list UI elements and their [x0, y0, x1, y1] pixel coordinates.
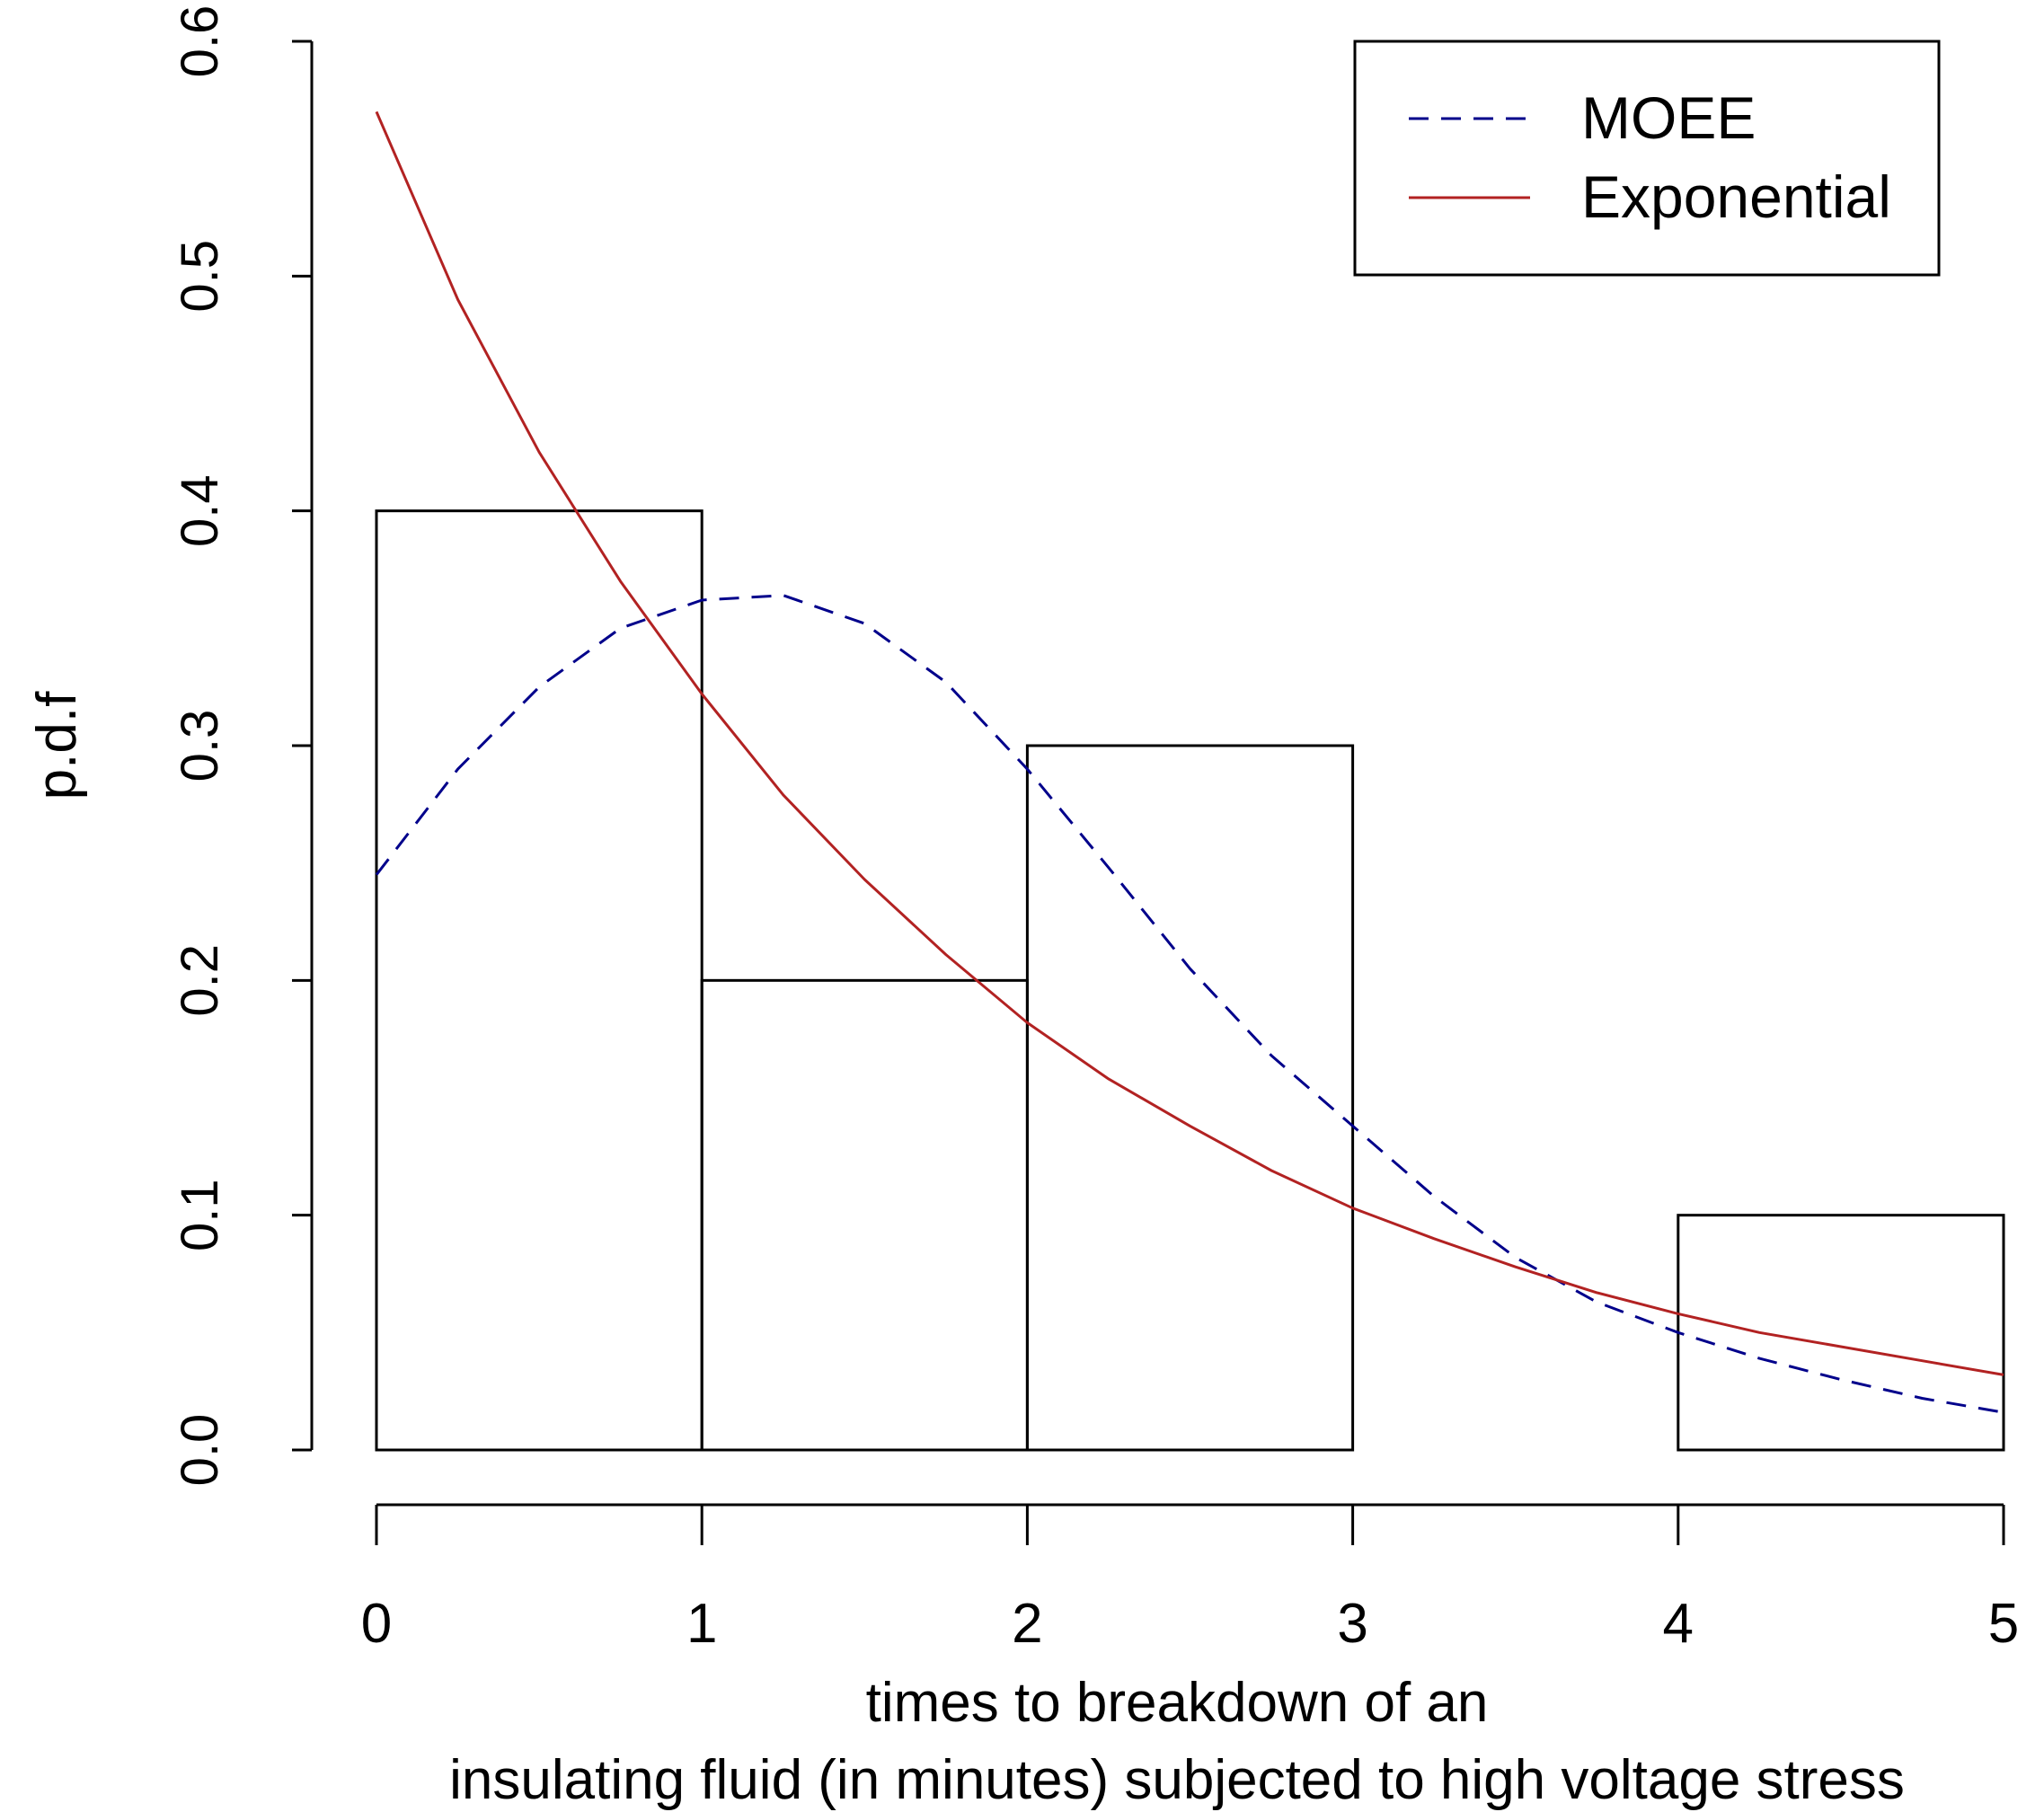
legend-label-moee: MOEE — [1581, 84, 1756, 151]
y-tick-label-3: 0.3 — [171, 710, 229, 782]
y-axis-title: p.d.f — [26, 691, 88, 800]
y-tick-label-4: 0.4 — [171, 474, 229, 547]
series-line-moee — [375, 594, 2004, 1414]
x-tick-label-3: 3 — [1337, 1593, 1367, 1655]
y-tick-label-2: 0.2 — [171, 944, 229, 1017]
y-tick-label-0: 0.0 — [171, 1414, 229, 1487]
x-tick-label-4: 4 — [1663, 1593, 1694, 1655]
y-tick-label-5: 0.5 — [171, 240, 229, 313]
histogram-bar-2 — [1025, 744, 1355, 1452]
histogram-bar-1 — [700, 978, 1029, 1452]
x-tick-label-2: 2 — [1012, 1593, 1042, 1655]
histogram-bar-0 — [375, 509, 703, 1452]
y-tick-label-6: 0.6 — [171, 5, 229, 78]
x-axis-title-line-1: times to breakdown of an — [866, 1672, 1489, 1734]
x-tick-label-1: 1 — [686, 1593, 717, 1655]
histogram-bar-4 — [1677, 1214, 2005, 1452]
legend-box — [1353, 40, 1941, 277]
series-line-exponential — [375, 110, 2004, 1376]
y-tick-label-1: 0.1 — [171, 1179, 229, 1251]
legend-label-exponential: Exponential — [1581, 164, 1891, 230]
x-axis-title-line-2: insulating fluid (in minutes) subjected … — [449, 1749, 1905, 1811]
x-tick-label-5: 5 — [1988, 1593, 2019, 1655]
x-tick-label-0: 0 — [361, 1593, 392, 1655]
